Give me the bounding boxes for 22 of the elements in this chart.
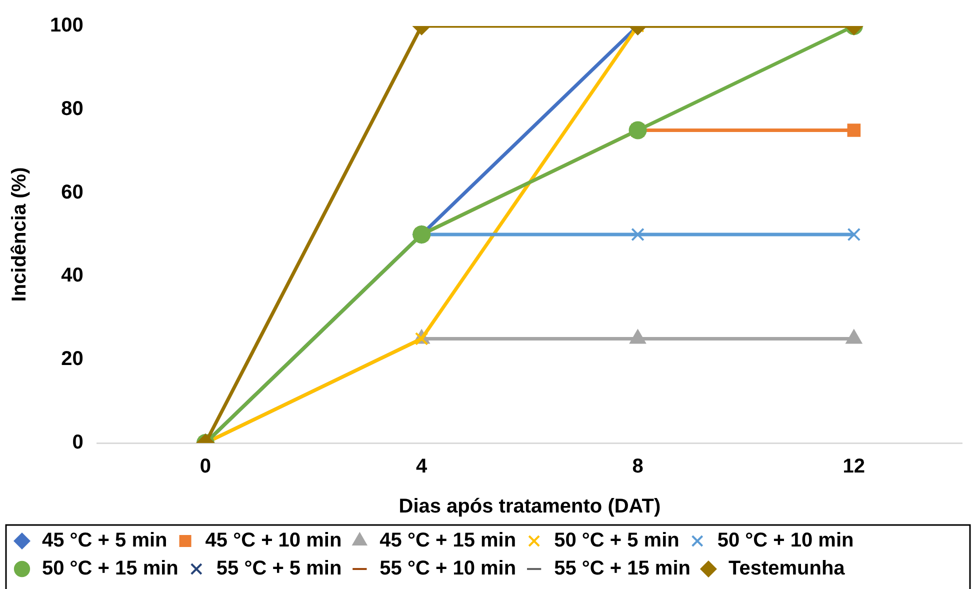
legend-label: 45 °C + 5 min <box>42 530 168 552</box>
legend-label: Testemunha <box>728 558 846 580</box>
legend-label: 55 °C + 10 min <box>380 558 516 580</box>
y-axis-title: Incidência (%) <box>8 167 31 302</box>
y-tick-label: 20 <box>61 348 84 370</box>
x-tick-label: 0 <box>200 456 212 478</box>
y-tick-label: 100 <box>50 14 84 37</box>
legend-label: 55 °C + 5 min <box>216 558 342 580</box>
legend-label: 55 °C + 15 min <box>554 558 690 580</box>
x-tick-label: 4 <box>416 456 428 478</box>
y-tick-label: 40 <box>61 264 84 287</box>
x-axis-title: Dias após tratamento (DAT) <box>398 496 661 518</box>
legend-label: 50 °C + 5 min <box>554 530 680 552</box>
y-tick-label: 80 <box>61 98 84 120</box>
legend-label: 45 °C + 15 min <box>380 530 516 552</box>
legend-label: 50 °C + 10 min <box>717 530 854 552</box>
x-tick-label: 12 <box>842 456 866 478</box>
x-tick-label: 8 <box>632 456 644 478</box>
y-tick-label: 60 <box>61 181 84 204</box>
legend-label: 50 °C + 15 min <box>42 558 178 580</box>
legend-label: 45 °C + 10 min <box>205 530 342 552</box>
y-tick-label: 0 <box>72 432 84 454</box>
